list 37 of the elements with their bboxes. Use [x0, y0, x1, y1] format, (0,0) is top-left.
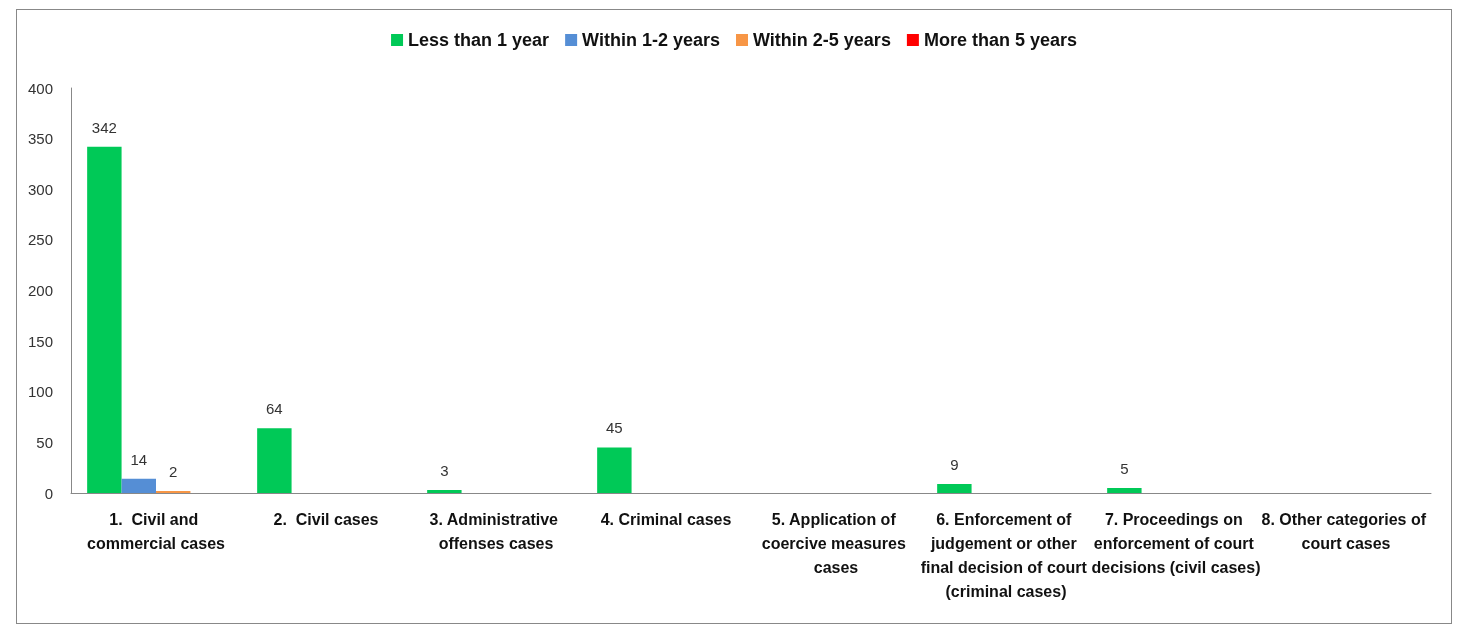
- y-tick-label: 0: [44, 484, 53, 502]
- x-tick-label: 3. Administrative offenses cases: [429, 510, 563, 552]
- y-tick-label: 200: [27, 282, 53, 299]
- x-tick-label: 2. Civil cases: [273, 510, 379, 528]
- legend-label: Within 2-5 years: [753, 30, 891, 50]
- data-label: 45: [606, 419, 623, 437]
- bar: [597, 447, 632, 493]
- y-tick-label: 350: [27, 130, 53, 148]
- x-tick-label: 8. Other categories of court cases: [1261, 510, 1431, 552]
- legend-label: Within 1-2 years: [582, 30, 721, 50]
- x-tick-label: 1. Civil and commercial cases: [87, 510, 226, 552]
- bar: [121, 478, 156, 493]
- y-tick-label: 300: [27, 180, 53, 198]
- bar: [156, 490, 191, 493]
- data-label: 9: [950, 455, 959, 473]
- bar: [1107, 487, 1142, 493]
- y-tick-label: 50: [36, 433, 53, 451]
- data-label: 5: [1120, 459, 1129, 477]
- data-label: 2: [169, 462, 178, 480]
- y-tick-label: 400: [27, 79, 53, 97]
- bar: [87, 146, 122, 493]
- x-tick-label: 5. Application of coercive measures cases: [761, 510, 911, 576]
- x-tick-label: 4. Criminal cases: [600, 510, 732, 528]
- data-label: 14: [130, 450, 148, 468]
- data-label: 3: [440, 461, 449, 479]
- data-label: 342: [91, 118, 117, 136]
- x-tick-label: 6. Enforcement of judgement or other final decision of court (criminal cases): [920, 510, 1092, 600]
- x-tick-label: 7. Proceedings on enforcement of court decisions (civil cases): [1091, 510, 1261, 576]
- bar: [427, 489, 462, 493]
- legend-label: Less than 1 year: [408, 30, 550, 50]
- legend-label: More than 5 years: [923, 30, 1077, 50]
- bar: [937, 483, 972, 493]
- y-tick-label: 150: [27, 332, 53, 350]
- y-tick-label: 250: [27, 231, 53, 249]
- y-tick-label: 100: [27, 383, 53, 401]
- data-label: 64: [266, 400, 283, 418]
- bar: [257, 428, 292, 493]
